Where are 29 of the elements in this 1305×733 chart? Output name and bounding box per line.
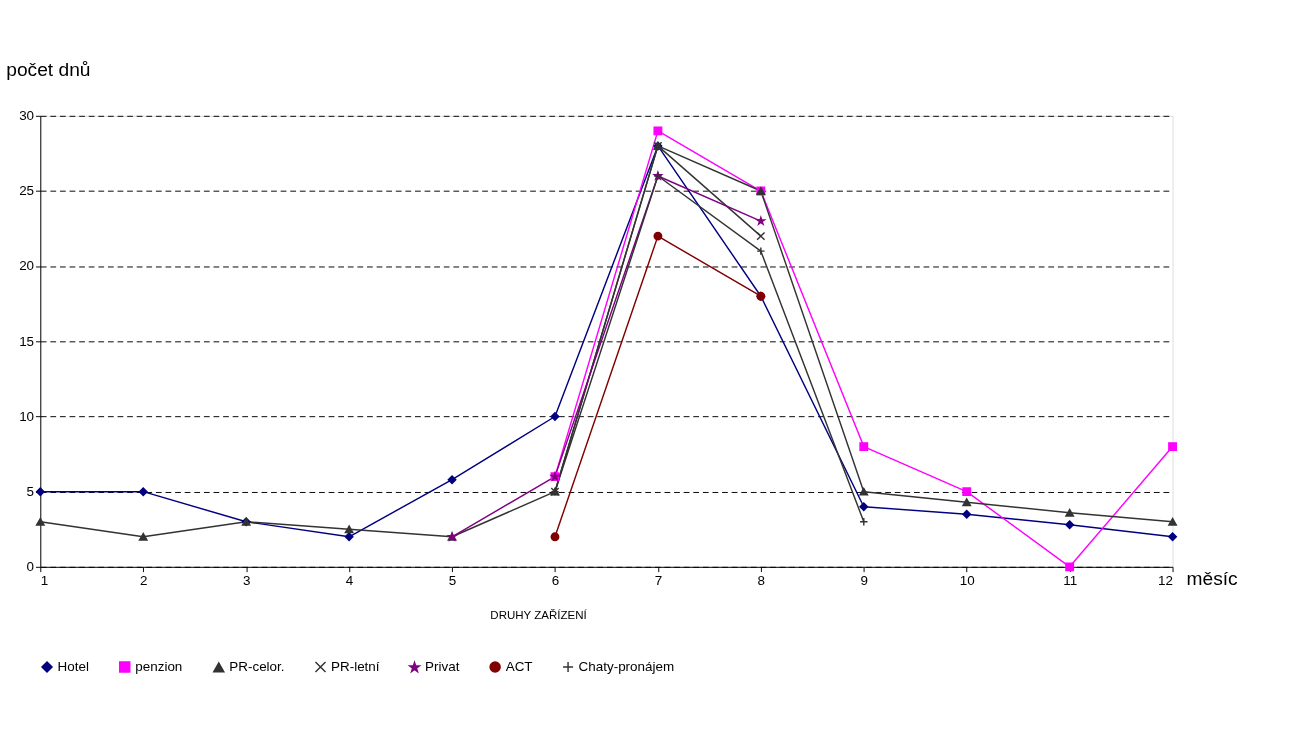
x-tick-label: 1	[40, 572, 49, 588]
legend-label: Privat	[425, 659, 460, 675]
x-tick-label: 2	[139, 572, 148, 588]
y-tick-label: 20	[19, 258, 35, 274]
y-tick-label: 0	[26, 559, 35, 575]
y-tick-label: 30	[19, 108, 35, 124]
legend-label: Chaty-pronájem	[578, 658, 675, 674]
x-tick-label: 12	[1158, 572, 1174, 588]
legend-label: ACT	[505, 658, 533, 674]
x-tick-label: 11	[1063, 572, 1078, 588]
x-tick-label: 9	[860, 572, 868, 588]
x-tick-label: 4	[345, 572, 354, 588]
legend-label: Hotel	[57, 658, 89, 674]
x-tick-label: 7	[654, 572, 663, 588]
y-tick-label: 25	[19, 183, 35, 199]
x-tick-label: 3	[242, 572, 251, 588]
y-tick-label: 5	[26, 483, 35, 499]
y-tick-label: 15	[19, 333, 35, 349]
x-tick-label: 8	[757, 572, 766, 588]
y-axis-title: počet dnů	[6, 59, 91, 81]
y-tick-label: 10	[19, 408, 35, 424]
x-tick-label: 5	[448, 572, 457, 588]
x-tick-label: 6	[551, 572, 560, 588]
x-axis-title: měsíc	[1186, 567, 1239, 589]
legend-label: PR-celor.	[229, 659, 285, 675]
legend-label: penzion	[135, 658, 183, 674]
text: DRUHY ZAŘÍZENÍ	[490, 608, 588, 621]
x-tick-label: 10	[959, 572, 975, 588]
legend-label: PR-letní	[331, 658, 380, 674]
